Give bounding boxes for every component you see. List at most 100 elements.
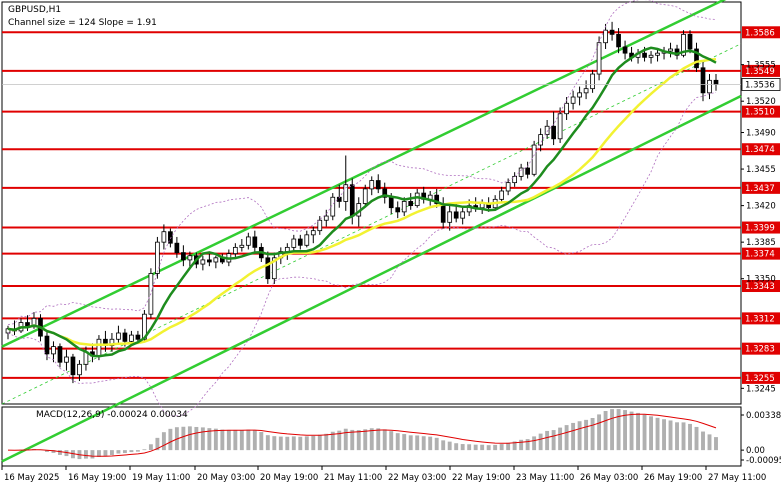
candle-body	[382, 188, 388, 198]
level-label: 1.3474	[745, 145, 775, 155]
candle-body	[161, 231, 167, 243]
candle-body	[213, 257, 219, 263]
level-label: 1.3255	[745, 374, 775, 384]
level-label-box	[742, 221, 780, 234]
candle-body	[349, 184, 355, 217]
candle-body	[642, 52, 647, 58]
level-label-box	[742, 181, 780, 194]
level-label: 1.3343	[745, 282, 775, 292]
candle-body	[122, 332, 128, 342]
level-label: 1.3549	[745, 67, 775, 77]
candle-body	[116, 332, 121, 340]
candle-body	[531, 144, 537, 175]
macd-signal-line	[7, 413, 717, 457]
x-tick-label: 23 May 11:00	[516, 473, 574, 483]
candle-body	[187, 255, 193, 261]
candle-body	[583, 88, 589, 94]
y-tick-label: 1.3245	[746, 384, 776, 394]
symbol-title: GBPUSD,H1	[8, 5, 61, 15]
level-label: 1.3586	[745, 28, 775, 38]
candle-body	[64, 356, 69, 363]
x-tick-label: 19 May 11:00	[132, 473, 190, 483]
candle-body	[362, 188, 368, 204]
ma-slow-line	[7, 57, 717, 347]
candle-body	[453, 211, 459, 219]
macd-panel: 0.00338 0.00-0.00095	[7, 409, 781, 466]
candle-body	[395, 207, 401, 213]
candle-body	[401, 201, 407, 213]
candle-body	[51, 346, 56, 355]
candle-body	[616, 33, 621, 48]
y-tick-label: 1.3385	[746, 238, 776, 248]
candle-body	[291, 238, 297, 248]
envelope-lower	[7, 92, 717, 417]
candle-body	[648, 54, 654, 58]
y-tick-label: 1.3520	[746, 97, 776, 107]
candle-body	[168, 231, 173, 244]
candle-body	[239, 244, 245, 248]
level-label: 1.3312	[745, 314, 775, 324]
x-tick-label: 21 May 11:00	[324, 473, 382, 483]
envelope-upper	[7, 0, 717, 325]
x-tick-label: 27 May 11:00	[708, 473, 766, 483]
candle-body	[544, 125, 550, 136]
candle-body	[694, 48, 699, 69]
ma-fast-line	[7, 46, 717, 358]
candle-body	[200, 259, 206, 265]
candle-body	[57, 346, 63, 363]
candle-body	[388, 196, 394, 209]
level-label: 1.3399	[745, 224, 775, 234]
candle-body	[577, 92, 582, 98]
candle-body	[505, 182, 511, 192]
candle-body	[447, 211, 453, 223]
current-price-box	[741, 78, 781, 91]
candle-body	[518, 167, 524, 177]
candle-body	[525, 167, 530, 175]
candle-body	[317, 219, 323, 232]
candle-body	[596, 42, 602, 75]
level-label: 1.3283	[745, 345, 775, 355]
candle-body	[440, 203, 446, 223]
candle-body	[551, 125, 556, 140]
level-label: 1.3510	[745, 108, 775, 118]
y-tick-label: 1.3490	[746, 129, 776, 139]
candle-body	[323, 215, 329, 221]
x-tick-label: 22 May 19:00	[452, 473, 510, 483]
candle-body	[460, 211, 466, 219]
x-tick-label: 26 May 19:00	[644, 473, 702, 483]
moving-averages	[7, 0, 717, 417]
level-label-box	[742, 143, 780, 156]
candle-body	[590, 73, 595, 90]
candle-body	[310, 230, 316, 236]
candle-body	[512, 175, 517, 184]
macd-y-tick-label: 0.00338	[746, 411, 781, 421]
candle-body	[622, 46, 628, 54]
y-tick-label: 1.3420	[746, 202, 776, 212]
candle-body	[668, 48, 673, 52]
y-tick-label: 1.3555	[746, 61, 776, 71]
candle-body	[414, 192, 420, 207]
candle-body	[408, 201, 414, 207]
candle-body	[713, 79, 719, 85]
candle-body	[707, 79, 712, 94]
y-tick-label: 1.3455	[746, 165, 776, 175]
candle-body	[609, 29, 615, 35]
candle-body	[245, 236, 251, 246]
level-label: 1.3374	[745, 250, 775, 260]
macd-label: MACD(12,26,9) -0.00024 0.00034	[36, 410, 188, 420]
level-label-box	[742, 26, 780, 39]
macd-y-tick-label: 0.00	[746, 446, 765, 456]
price-axis: 1.3555 1.3520 1.3490 1.3455 1.3420 1.3385 1.33…	[2, 61, 781, 394]
level-label-box	[742, 312, 780, 325]
candle-body	[570, 96, 576, 104]
x-tick-label: 22 May 03:00	[388, 473, 446, 483]
candle-body	[232, 246, 238, 255]
channel-lower	[1, 94, 742, 463]
x-tick-label: 16 May 2025	[4, 473, 59, 483]
candle-body	[557, 113, 563, 140]
x-tick-label: 26 May 03:00	[580, 473, 638, 483]
level-label-box	[742, 371, 780, 384]
candle-body	[499, 190, 505, 200]
candle-body	[297, 238, 303, 246]
